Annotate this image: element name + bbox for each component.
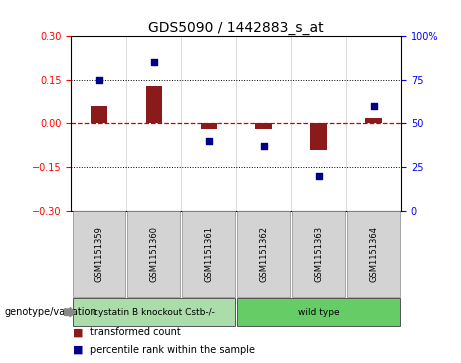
- Text: ■: ■: [73, 327, 83, 337]
- Bar: [237, 211, 290, 297]
- Text: cystatin B knockout Cstb-/-: cystatin B knockout Cstb-/-: [93, 308, 215, 317]
- Text: GSM1151364: GSM1151364: [369, 226, 378, 282]
- Point: [370, 103, 377, 109]
- Bar: [237, 298, 400, 326]
- Bar: [91, 106, 107, 123]
- Text: GSM1151362: GSM1151362: [259, 226, 268, 282]
- Bar: [183, 211, 235, 297]
- Text: ■: ■: [73, 344, 83, 355]
- Bar: [310, 123, 327, 150]
- Text: GSM1151361: GSM1151361: [204, 226, 213, 282]
- Point: [260, 143, 267, 149]
- Bar: [201, 123, 217, 129]
- Bar: [347, 211, 400, 297]
- Point: [205, 138, 213, 144]
- Bar: [72, 298, 235, 326]
- Bar: [72, 211, 125, 297]
- Text: wild type: wild type: [298, 308, 339, 317]
- Bar: [366, 118, 382, 123]
- Bar: [146, 86, 162, 123]
- Text: genotype/variation: genotype/variation: [5, 307, 97, 317]
- Text: GSM1151363: GSM1151363: [314, 226, 323, 282]
- Point: [95, 77, 103, 83]
- Point: [150, 60, 158, 65]
- Bar: [128, 211, 180, 297]
- Title: GDS5090 / 1442883_s_at: GDS5090 / 1442883_s_at: [148, 21, 324, 35]
- Text: percentile rank within the sample: percentile rank within the sample: [90, 344, 255, 355]
- Text: GSM1151360: GSM1151360: [149, 226, 159, 282]
- Text: transformed count: transformed count: [90, 327, 181, 337]
- Bar: [255, 123, 272, 129]
- Point: [315, 173, 322, 179]
- Text: GSM1151359: GSM1151359: [95, 226, 103, 282]
- Bar: [292, 211, 345, 297]
